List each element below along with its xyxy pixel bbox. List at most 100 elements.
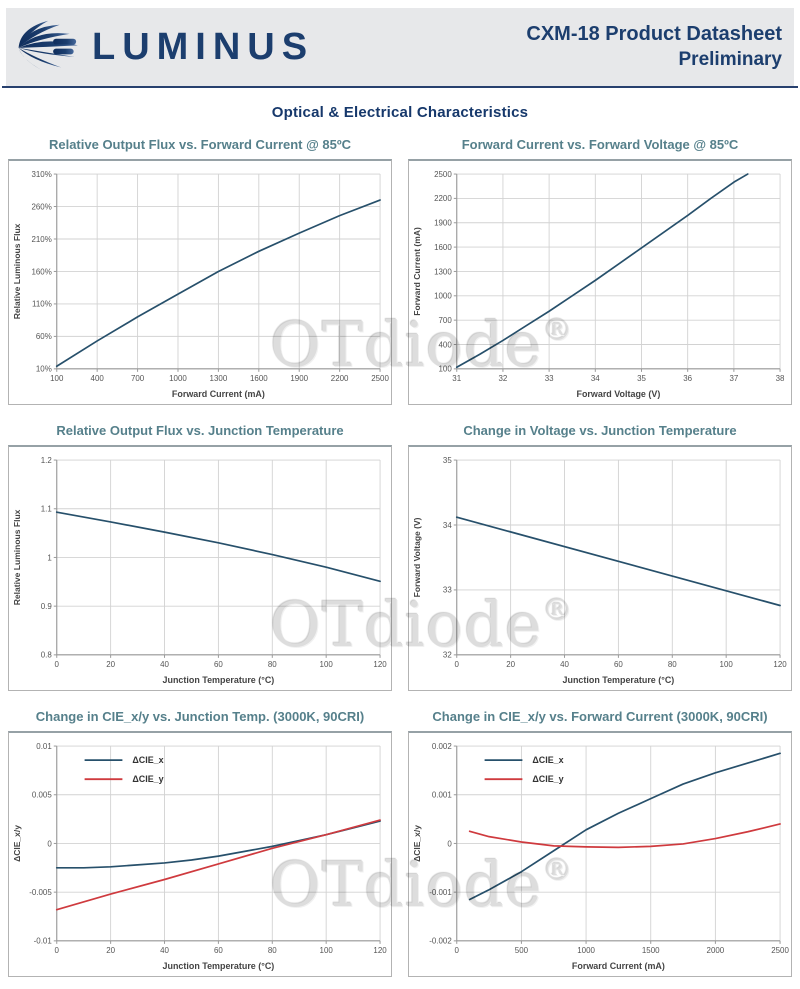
chart-canvas-voltage-vs-temperature: 0 20 40 60 80 100 120 32 33 34 35 Junction Temperat… xyxy=(412,456,787,685)
svg-text:400: 400 xyxy=(91,374,105,383)
chart-title: Relative Output Flux vs. Junction Temper… xyxy=(56,423,344,438)
svg-text:2500: 2500 xyxy=(434,170,452,179)
chart-cell-voltage-vs-temperature: Change in Voltage vs. Junction Temperatu… xyxy=(408,421,792,691)
svg-text:ΔCIE_x/y: ΔCIE_x/y xyxy=(412,825,422,862)
svg-text:110%: 110% xyxy=(32,300,52,309)
svg-text:1600: 1600 xyxy=(434,243,452,252)
luminus-logo: LUMINUS xyxy=(12,16,314,78)
svg-text:210%: 210% xyxy=(31,235,51,244)
chart-title: Relative Output Flux vs. Forward Current… xyxy=(48,137,352,152)
chart-cell-cie-vs-temperature: Change in CIE_x/y vs. Junction Temp. (30… xyxy=(8,707,392,977)
chart-box: 0 500 1000 1500 2000 2500 -0.002 -0.001 0 0.001 0.… xyxy=(408,731,792,977)
svg-text:60: 60 xyxy=(614,660,623,669)
brand-text: LUMINUS xyxy=(92,26,315,68)
svg-text:1.2: 1.2 xyxy=(41,456,53,465)
svg-text:20: 20 xyxy=(506,660,515,669)
svg-text:0.002: 0.002 xyxy=(432,742,452,751)
svg-text:Forward Voltage (V): Forward Voltage (V) xyxy=(412,517,422,597)
svg-text:310%: 310% xyxy=(31,170,51,179)
svg-text:ΔCIE_x: ΔCIE_x xyxy=(532,755,563,765)
svg-text:700: 700 xyxy=(439,316,453,325)
svg-text:80: 80 xyxy=(268,946,277,955)
chart-canvas-current-vs-voltage: 31 32 33 34 35 36 37 38 100 400 700 1000 1300 1600 190… xyxy=(412,170,785,399)
chart-box: 0 20 40 60 80 100 120 -0.01 -0.005 0 0.005 0.01 Junc… xyxy=(8,731,392,977)
svg-text:1: 1 xyxy=(47,553,52,562)
svg-text:700: 700 xyxy=(131,374,145,383)
header-panel: LUMINUS CXM-18 Product Datasheet Prelimi… xyxy=(6,8,794,86)
svg-text:80: 80 xyxy=(668,660,677,669)
svg-text:2500: 2500 xyxy=(771,946,789,955)
chart-cell-cie-vs-current: Change in CIE_x/y vs. Forward Current (3… xyxy=(408,707,792,977)
svg-text:33: 33 xyxy=(545,374,554,383)
svg-text:Junction Temperature (°C): Junction Temperature (°C) xyxy=(563,675,675,685)
chart-cell-flux-vs-current: Relative Output Flux vs. Forward Current… xyxy=(8,135,392,405)
chart-cell-current-vs-voltage: Forward Current vs. Forward Voltage @ 85… xyxy=(408,135,792,405)
chart-cell-flux-vs-temperature: Relative Output Flux vs. Junction Temper… xyxy=(8,421,392,691)
svg-text:100: 100 xyxy=(320,660,334,669)
svg-text:34: 34 xyxy=(443,521,452,530)
svg-text:1300: 1300 xyxy=(434,267,452,276)
svg-text:Junction Temperature (°C): Junction Temperature (°C) xyxy=(163,675,275,685)
svg-text:32: 32 xyxy=(443,651,452,660)
svg-text:36: 36 xyxy=(683,374,692,383)
svg-text:120: 120 xyxy=(773,660,787,669)
luminus-logo-icon xyxy=(18,20,78,71)
svg-text:Forward Voltage (V): Forward Voltage (V) xyxy=(576,389,660,399)
svg-text:260%: 260% xyxy=(31,202,51,211)
svg-text:Relative Luminous Flux: Relative Luminous Flux xyxy=(12,509,22,605)
chart-canvas-flux-vs-current: 100 400 700 1000 1300 1600 1900 2200 2500 10% 60% 1… xyxy=(12,170,389,399)
svg-text:31: 31 xyxy=(452,374,461,383)
svg-text:-0.001: -0.001 xyxy=(429,888,452,897)
svg-text:40: 40 xyxy=(160,660,169,669)
svg-text:400: 400 xyxy=(439,340,453,349)
svg-text:32: 32 xyxy=(499,374,508,383)
svg-text:0.001: 0.001 xyxy=(432,791,452,800)
svg-text:500: 500 xyxy=(515,946,529,955)
chart-box: 31 32 33 34 35 36 37 38 100 400 700 1000 1300 1600 190… xyxy=(408,159,792,405)
svg-text:-0.01: -0.01 xyxy=(34,937,53,946)
svg-text:0: 0 xyxy=(55,946,60,955)
svg-text:ΔCIE_y: ΔCIE_y xyxy=(132,774,163,784)
chart-box: 100 400 700 1000 1300 1600 1900 2200 2500 10% 60% 1… xyxy=(8,159,392,405)
svg-text:33: 33 xyxy=(443,586,452,595)
chart-box: 0 20 40 60 80 100 120 32 33 34 35 Junction Temperat… xyxy=(408,445,792,691)
svg-text:Junction Temperature (°C): Junction Temperature (°C) xyxy=(163,961,275,971)
svg-text:35: 35 xyxy=(637,374,646,383)
page-header: LUMINUS CXM-18 Product Datasheet Prelimi… xyxy=(2,8,798,88)
svg-text:0: 0 xyxy=(455,660,460,669)
doc-meta: CXM-18 Product Datasheet Preliminary xyxy=(526,21,782,73)
svg-text:0.8: 0.8 xyxy=(41,651,53,660)
svg-text:80: 80 xyxy=(268,660,277,669)
svg-text:1600: 1600 xyxy=(250,374,268,383)
svg-text:0: 0 xyxy=(455,946,460,955)
svg-text:40: 40 xyxy=(160,946,169,955)
svg-text:-0.002: -0.002 xyxy=(429,937,452,946)
svg-text:1000: 1000 xyxy=(434,292,452,301)
svg-text:0.9: 0.9 xyxy=(41,602,53,611)
svg-text:10%: 10% xyxy=(36,365,52,374)
svg-text:2200: 2200 xyxy=(331,374,349,383)
svg-text:100: 100 xyxy=(439,365,453,374)
svg-text:60%: 60% xyxy=(36,332,52,341)
svg-text:1000: 1000 xyxy=(169,374,187,383)
chart-box: 0 20 40 60 80 100 120 0.8 0.9 1 1.1 1.2 Junction Tem… xyxy=(8,445,392,691)
svg-text:120: 120 xyxy=(373,946,387,955)
page-heading: Optical & Electrical Characteristics xyxy=(271,104,529,121)
svg-text:100: 100 xyxy=(50,374,64,383)
svg-text:1000: 1000 xyxy=(577,946,595,955)
header-divider xyxy=(2,86,798,88)
svg-text:1500: 1500 xyxy=(642,946,660,955)
svg-text:60: 60 xyxy=(214,660,223,669)
chart-title: Change in CIE_x/y vs. Forward Current (3… xyxy=(432,709,768,724)
chart-canvas-flux-vs-temperature: 0 20 40 60 80 100 120 0.8 0.9 1 1.1 1.2 Junction Tem… xyxy=(12,456,387,685)
svg-text:0.005: 0.005 xyxy=(32,791,52,800)
svg-text:2000: 2000 xyxy=(707,946,725,955)
svg-text:2200: 2200 xyxy=(434,194,452,203)
svg-text:38: 38 xyxy=(776,374,785,383)
svg-text:20: 20 xyxy=(106,946,115,955)
svg-text:0.01: 0.01 xyxy=(36,742,52,751)
svg-text:1900: 1900 xyxy=(290,374,308,383)
doc-title: CXM-18 Product Datasheet xyxy=(526,23,782,46)
svg-text:-0.005: -0.005 xyxy=(29,888,52,897)
